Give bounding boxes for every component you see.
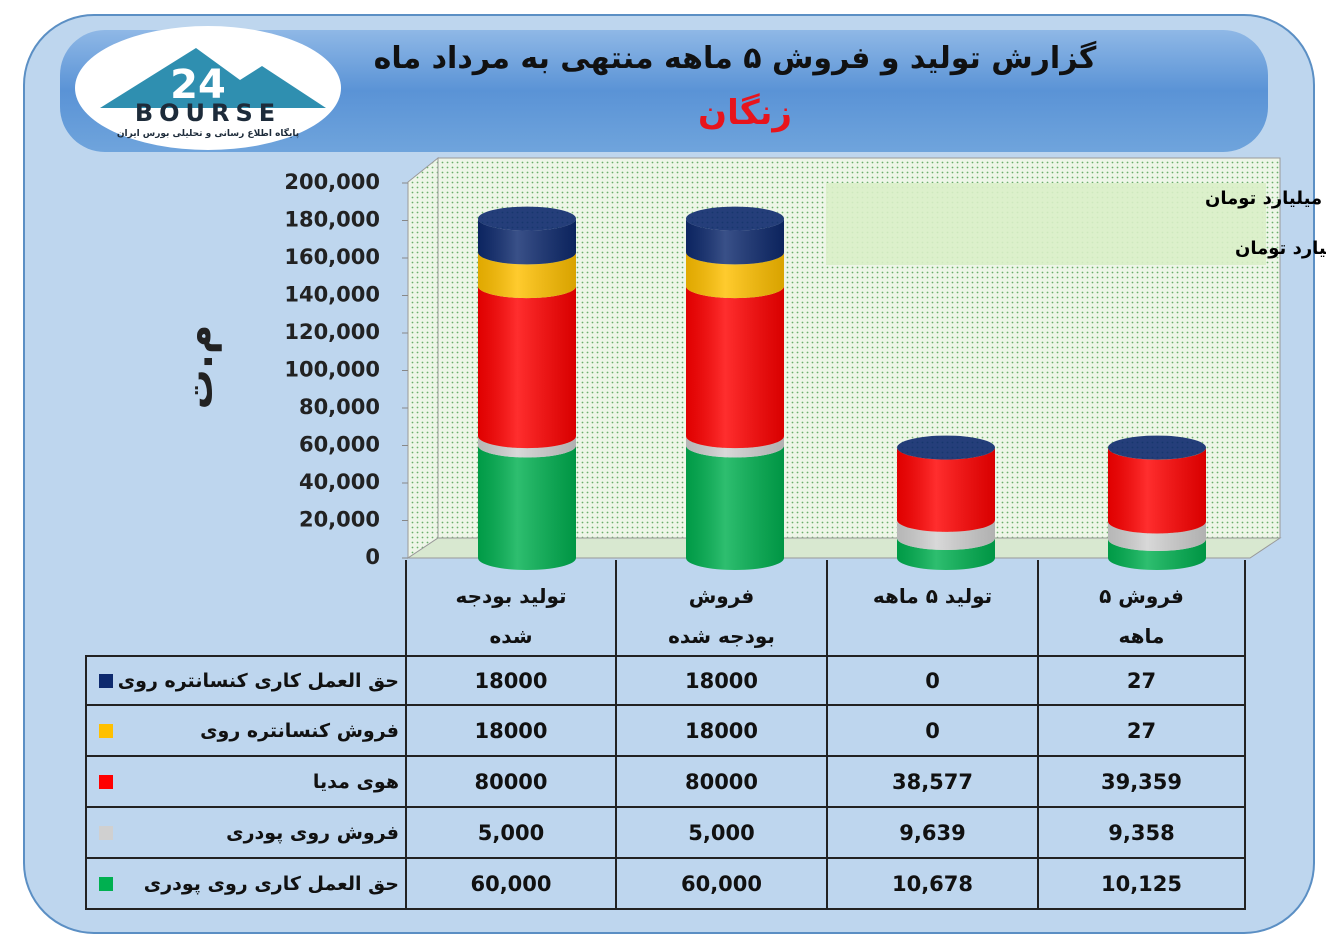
bar-shine: [478, 252, 576, 299]
legend-swatch: [99, 774, 113, 789]
table-value: 9,639: [826, 808, 1037, 859]
table-value: 18000: [405, 706, 615, 757]
annotation: فروش بودجه شده : ۱۶/۴ میلیارد تومان: [1235, 238, 1326, 259]
bar-shine: [1108, 447, 1206, 534]
logo-shape: [100, 48, 326, 108]
bar-shine: [897, 537, 995, 570]
bar-shine: [686, 445, 784, 570]
bar-shine: [686, 436, 784, 458]
header-band: [60, 30, 1268, 152]
bar-shine: [478, 218, 576, 265]
y-tick-label: 200,000: [284, 170, 380, 194]
table-value: 10,678: [826, 859, 1037, 910]
table-value: 18000: [615, 706, 826, 757]
bar-shine: [478, 445, 576, 570]
legend-label: فروش کنسانتره روی: [200, 719, 399, 742]
y-tick-label: 140,000: [284, 283, 380, 307]
table-value: 5,000: [615, 808, 826, 859]
bar-cap: [897, 435, 995, 460]
logo-mark: 24: [170, 62, 226, 108]
bar-shine: [686, 252, 784, 299]
bar-cap: [478, 206, 576, 231]
legend-row: فروش روی پودری: [85, 808, 405, 859]
table-value: 60,000: [615, 859, 826, 910]
bar-shine: [686, 286, 784, 449]
y-tick-label: 20,000: [299, 508, 380, 532]
bar-shine: [1108, 521, 1206, 552]
subtitle: زنگان: [698, 93, 792, 133]
bar-shine: [1108, 539, 1206, 570]
legend-row: حق العمل کاری کنسانتره روی: [85, 655, 405, 706]
legend-label: حق العمل کاری روی پودری: [143, 872, 399, 895]
y-tick-label: 100,000: [284, 358, 380, 382]
legend-row: فروش کنسانتره روی: [85, 706, 405, 757]
y-tick-label: 180,000: [284, 208, 380, 232]
legend-swatch: [99, 673, 113, 688]
table-header: فروش بودجه شده: [615, 560, 826, 655]
title: گزارش تولید و فروش ۵ ماهه منتهی به مرداد…: [374, 40, 1097, 76]
legend-label: حق العمل کاری کنسانتره روی: [117, 669, 399, 692]
table-value: 5,000: [405, 808, 615, 859]
table-value: 27: [1037, 655, 1246, 706]
logo-name: BOURSE: [135, 99, 281, 127]
table-value: 80000: [615, 757, 826, 808]
bar-cap: [686, 206, 784, 231]
table-value: 9,358: [1037, 808, 1246, 859]
legend-swatch: [99, 825, 113, 840]
legend-row: هوی مدیا: [85, 757, 405, 808]
table-value: 10,125: [1037, 859, 1246, 910]
y-tick-label: 40,000: [299, 470, 380, 494]
table-value: 18000: [405, 655, 615, 706]
table-value: 38,577: [826, 757, 1037, 808]
bar-shine: [897, 519, 995, 550]
legend-row: حق العمل کاری روی پودری: [85, 859, 405, 910]
table-value: 39,359: [1037, 757, 1246, 808]
legend-swatch: [99, 723, 113, 738]
y-tick-label: 160,000: [284, 245, 380, 269]
table-value: 18000: [615, 655, 826, 706]
y-tick-label: 0: [365, 545, 380, 569]
y-tick-label: 120,000: [284, 320, 380, 344]
table-value: 80000: [405, 757, 615, 808]
annotation-box: [826, 183, 1266, 265]
table-header: تولید بودجه شده: [405, 560, 615, 655]
table-value: 60,000: [405, 859, 615, 910]
table-value: 0: [826, 655, 1037, 706]
table-header: تولید ۵ ماهه: [826, 560, 1037, 655]
table-value: 27: [1037, 706, 1246, 757]
bar-cap: [1108, 435, 1206, 460]
bar-shine: [686, 218, 784, 265]
legend-label: فروش روی پودری: [226, 821, 399, 844]
y-tick-label: 60,000: [299, 433, 380, 457]
table-value: 0: [826, 706, 1037, 757]
y-tick-label: 80,000: [299, 395, 380, 419]
table-header: فروش ۵ ماهه: [1037, 560, 1246, 655]
side-wall: [407, 156, 439, 559]
bar-shine: [478, 436, 576, 458]
bar-shine: [478, 286, 576, 449]
legend-swatch: [99, 876, 113, 891]
bar-shine: [897, 447, 995, 532]
y-axis-label: م.ت: [176, 325, 222, 410]
logo-tagline: پایگاه اطلاع رسانی و تحلیلی بورس ایران: [117, 127, 299, 139]
legend-label: هوی مدیا: [312, 770, 399, 793]
